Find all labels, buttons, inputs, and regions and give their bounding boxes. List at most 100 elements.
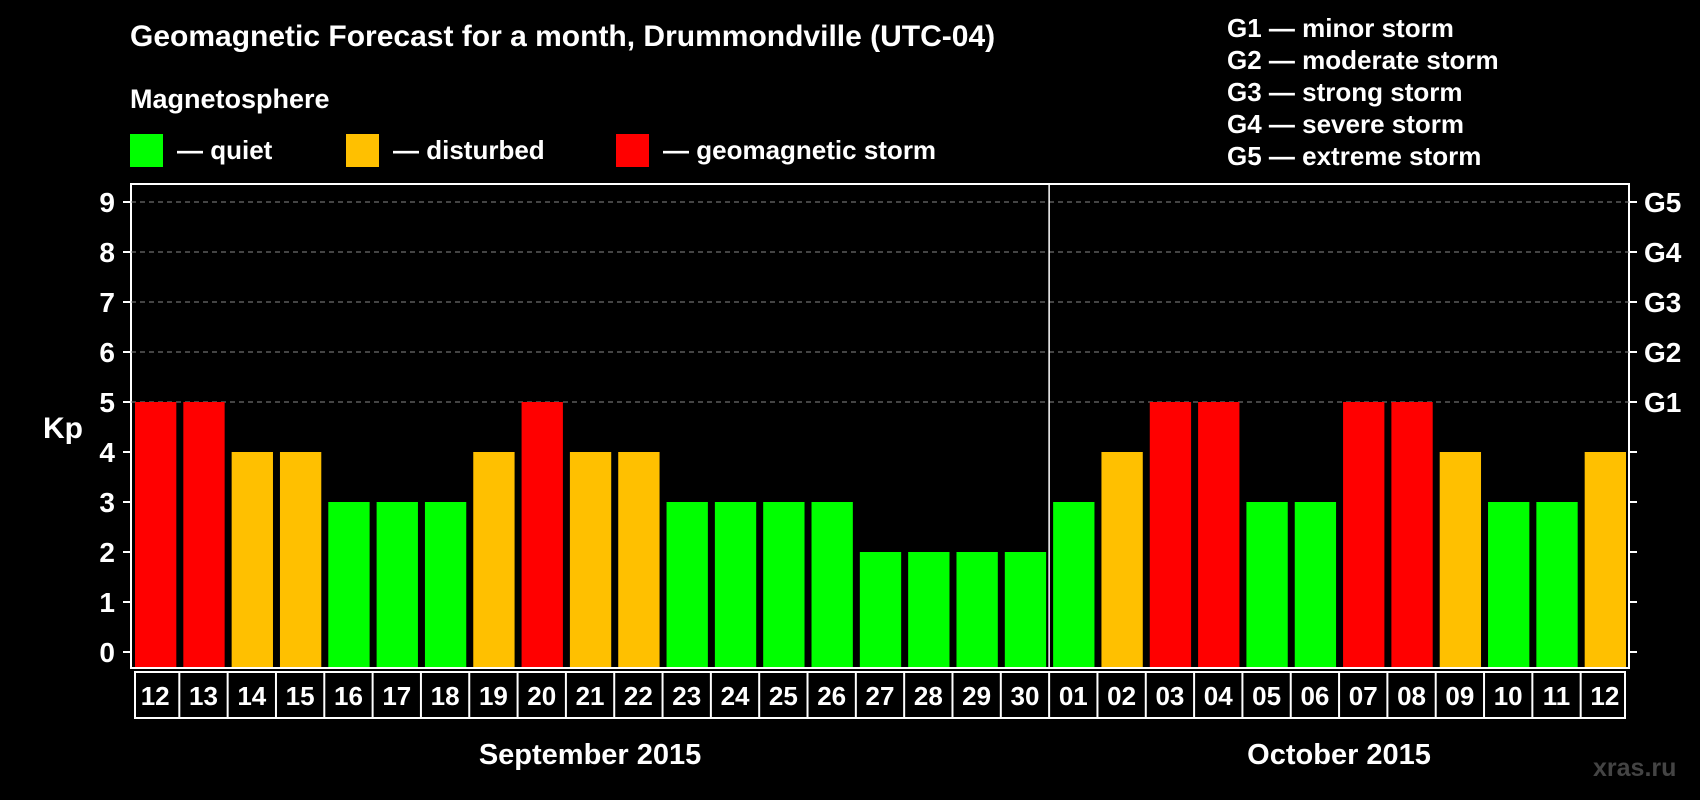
- y-tick-label: 7: [99, 287, 115, 318]
- x-tick-label: 12: [141, 681, 170, 711]
- x-tick-label: 03: [1155, 681, 1184, 711]
- x-tick-label: 12: [1590, 681, 1619, 711]
- x-tick-label: 19: [479, 681, 508, 711]
- g-scale-label: G3: [1644, 287, 1681, 318]
- x-tick-label: 29: [962, 681, 991, 711]
- kp-bar: [473, 452, 515, 667]
- kp-bar: [1004, 552, 1047, 667]
- kp-bar: [279, 452, 322, 667]
- kp-bar: [424, 502, 467, 667]
- kp-bar: [1584, 452, 1626, 667]
- kp-bar: [811, 502, 853, 667]
- y-tick-label: 5: [99, 387, 115, 418]
- y-tick-label: 1: [99, 587, 115, 618]
- kp-bar: [135, 402, 177, 667]
- x-tick-label: 20: [527, 681, 556, 711]
- g-scale-label: G5: [1644, 187, 1681, 218]
- legend-label-storm: — geomagnetic storm: [663, 134, 937, 165]
- kp-bar: [956, 552, 998, 667]
- kp-bar: [183, 402, 225, 667]
- kp-bar: [714, 502, 757, 667]
- kp-bar: [376, 502, 418, 667]
- legend-label-quiet: — quiet: [177, 134, 273, 165]
- legend-item-disturbed: — disturbed: [346, 133, 545, 167]
- kp-bar: [328, 502, 370, 667]
- kp-bar: [521, 402, 563, 667]
- x-tick-label: 16: [334, 681, 363, 711]
- legend-swatch-disturbed: [346, 133, 379, 167]
- g-scale-label: G1: [1644, 387, 1681, 418]
- kp-bar: [1488, 502, 1530, 667]
- kp-bar: [1053, 502, 1095, 667]
- y-tick-label: 9: [99, 187, 115, 218]
- kp-bar: [666, 502, 708, 667]
- x-tick-label: 15: [286, 681, 315, 711]
- kp-bar: [1101, 452, 1143, 667]
- x-tick-label: 18: [431, 681, 460, 711]
- y-axis-label: Kp: [43, 412, 83, 445]
- storm-scale-g3: G3 — strong storm: [1227, 77, 1463, 107]
- x-tick-label: 27: [866, 681, 895, 711]
- x-tick-label: 07: [1349, 681, 1378, 711]
- legend-swatch-quiet: [130, 133, 163, 167]
- x-tick-label: 02: [1107, 681, 1136, 711]
- x-tick-label: 01: [1059, 681, 1088, 711]
- kp-bar: [1536, 502, 1578, 667]
- x-tick-label: 14: [237, 681, 266, 711]
- watermark: xras.ru: [1593, 754, 1677, 782]
- y-tick-label: 6: [99, 337, 115, 368]
- month-label: October 2015: [1247, 739, 1431, 771]
- y-tick-label: 0: [99, 637, 115, 668]
- x-tick-label: 08: [1397, 681, 1426, 711]
- kp-bar: [1198, 402, 1240, 667]
- kp-bar: [859, 552, 902, 667]
- kp-bar: [569, 452, 612, 667]
- g-scale-label: G4: [1644, 237, 1682, 268]
- date-axis-box: [134, 671, 1626, 719]
- legend-swatch-storm: [616, 133, 649, 167]
- x-tick-label: 17: [382, 681, 411, 711]
- x-tick-label: 26: [817, 681, 846, 711]
- storm-scale-g2: G2 — moderate storm: [1227, 45, 1499, 75]
- chart-title: Geomagnetic Forecast for a month, Drummo…: [130, 20, 996, 53]
- kp-bar: [618, 452, 660, 667]
- kp-bar: [763, 502, 805, 667]
- month-label: September 2015: [479, 739, 701, 771]
- g-scale-label: G2: [1644, 337, 1681, 368]
- x-tick-label: 06: [1300, 681, 1329, 711]
- legend-item-storm: — geomagnetic storm: [616, 133, 936, 167]
- kp-bar: [1391, 402, 1433, 667]
- storm-scale-list: G1 — minor storm G2 — moderate storm G3 …: [1227, 12, 1499, 172]
- kp-bar: [231, 452, 273, 667]
- x-tick-label: 11: [1543, 681, 1571, 711]
- kp-bar: [1149, 402, 1192, 667]
- legend-item-quiet: — quiet: [130, 133, 272, 167]
- kp-bar: [1294, 502, 1337, 667]
- plot-frame: [130, 183, 1630, 669]
- kp-bar: [1439, 452, 1482, 667]
- x-tick-label: 28: [914, 681, 943, 711]
- storm-scale-g1: G1 — minor storm: [1227, 13, 1454, 43]
- y-tick-label: 2: [99, 537, 115, 568]
- y-tick-label: 4: [99, 437, 115, 468]
- kp-bar: [908, 552, 950, 667]
- x-tick-label: 22: [624, 681, 653, 711]
- storm-scale-g4: G4 — severe storm: [1227, 109, 1465, 139]
- x-tick-label: 30: [1011, 681, 1040, 711]
- y-tick-label: 8: [99, 237, 115, 268]
- x-tick-label: 10: [1494, 681, 1523, 711]
- x-tick-label: 24: [721, 681, 750, 711]
- x-tick-label: 23: [672, 681, 701, 711]
- x-tick-label: 13: [189, 681, 218, 711]
- kp-bar: [1246, 502, 1288, 667]
- x-tick-label: 04: [1204, 681, 1233, 711]
- kp-bar: [1343, 402, 1385, 667]
- x-tick-label: 25: [769, 681, 798, 711]
- y-tick-label: 3: [99, 487, 115, 518]
- x-tick-label: 21: [576, 681, 605, 711]
- storm-scale-g5: G5 — extreme storm: [1227, 141, 1482, 171]
- legend-label-disturbed: — disturbed: [393, 134, 545, 165]
- x-tick-label: 09: [1445, 681, 1474, 711]
- x-tick-label: 05: [1252, 681, 1281, 711]
